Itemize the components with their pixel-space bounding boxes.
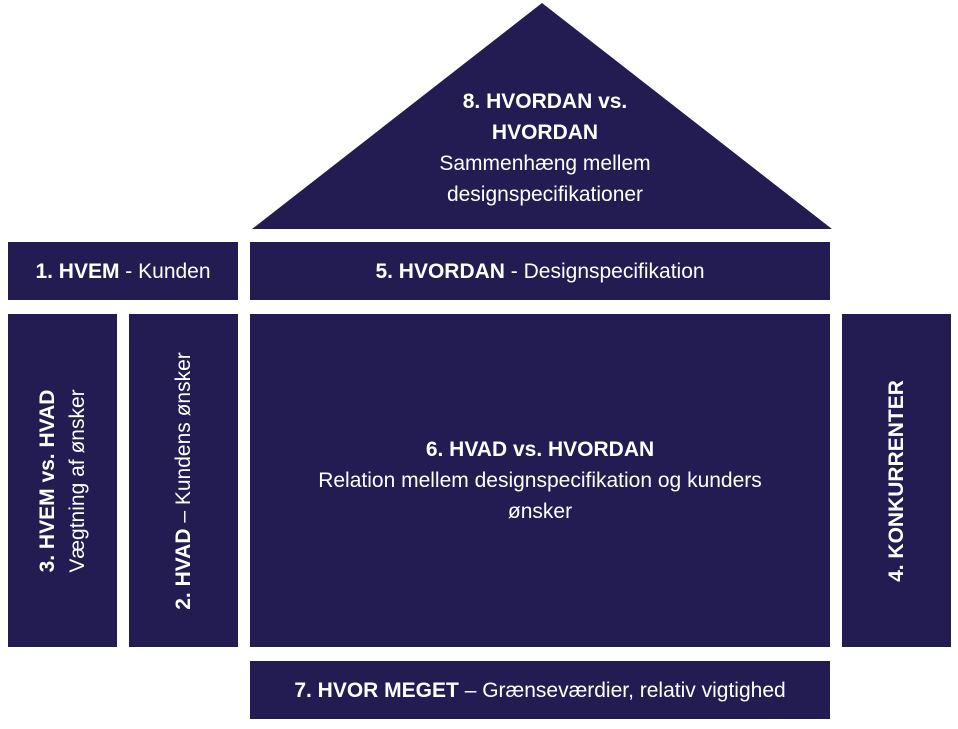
roof-title-cont: HVORDAN [491,121,599,144]
box-6-desc-line1: Relation mellem designspecifikation og k… [318,469,762,492]
box-7-hvor-meget: 7. HVOR MEGET – Grænseværdier, relativ v… [250,661,830,719]
box-1-title: 1. HVEM [35,259,120,283]
box-4-konkurrenter: 4. KONKURRENTER [842,314,951,647]
roof-desc-line2: designspecifikationer [446,183,644,206]
box-3-title: 3. HVEM vs. HVAD [35,389,59,572]
box-6-title: 6. HVAD vs. HVORDAN [425,438,655,461]
box-5-hvordan: 5. HVORDAN - Designspecifikation [250,242,830,300]
box-3-hvem-vs-hvad: 3. HVEM vs. HVAD Vægtning af ønsker [8,314,117,647]
box-4-title: 4. KONKURRENTER [884,379,908,582]
box-1-desc: - Kunden [119,259,211,283]
box-5-desc: - Designspecifikation [504,259,705,283]
box-7-desc: – Grænseværdier, relativ vigtighed [458,678,786,702]
box-1-hvem: 1. HVEM - Kunden [8,242,238,300]
roof-title: 8. HVORDAN vs. [462,90,628,113]
box-5-title: 5. HVORDAN [375,259,505,283]
roof-desc-line1: Sammenhæng mellem [439,152,651,175]
box-2-desc: – Kundens ønsker [171,351,195,528]
box-3-desc: Vægtning af ønsker [65,388,89,573]
roof-label: 8. HVORDAN vs. HVORDAN Sammenhæng mellem… [400,86,690,210]
roof-triangle [252,3,832,229]
box-6-hvad-vs-hvordan: 6. HVAD vs. HVORDAN Relation mellem desi… [250,314,830,647]
box-2-title: 2. HVAD [171,527,195,610]
box-7-title: 7. HVOR MEGET [294,678,459,702]
box-2-hvad: 2. HVAD – Kundens ønsker [129,314,238,647]
box-6-desc-line2: ønsker [507,500,573,523]
